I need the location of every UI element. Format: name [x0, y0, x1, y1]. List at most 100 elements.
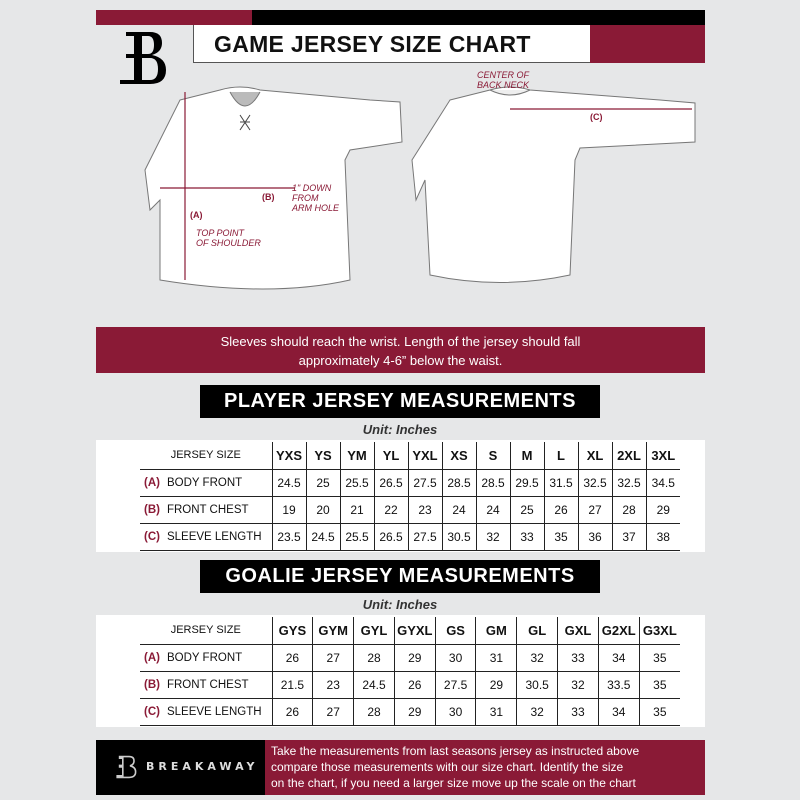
- measurement-cell: 28: [353, 644, 395, 672]
- measurement-cell: 21: [339, 496, 374, 524]
- row-label-text: BODY FRONT: [166, 651, 243, 664]
- player-section-title: PLAYER JERSEY MEASUREMENTS: [200, 385, 600, 418]
- goalie-section-title: GOALIE JERSEY MEASUREMENTS: [200, 560, 600, 593]
- player-size-table: JERSEY SIZE YXS YS YM YL YXL XS S M L XL 2XL 3XL (A) B…: [140, 442, 680, 551]
- table-row: (C) SLEEVE LENGTH 26 27 28 29 30 31 32 33 34 35: [140, 698, 680, 726]
- measurement-cell: 35: [638, 644, 680, 672]
- label-b: (B): [262, 192, 275, 202]
- measurement-cell: 24.5: [271, 469, 306, 497]
- measurement-cell: 33: [557, 698, 599, 726]
- measurement-cell: 30: [434, 698, 476, 726]
- measurement-cell: 32.5: [577, 469, 612, 497]
- measurement-cell: 27.5: [407, 523, 442, 551]
- measurement-cell: 25: [509, 496, 544, 524]
- size-column-header: GYXL: [393, 617, 436, 645]
- measurement-cell: 38: [645, 523, 680, 551]
- measurement-cell: 30: [434, 644, 476, 672]
- measurement-cell: 28: [611, 496, 646, 524]
- measurement-cell: 26: [271, 698, 313, 726]
- size-column-header: G2XL: [597, 617, 640, 645]
- size-column-header: GXL: [557, 617, 599, 645]
- measurement-cell: 24.5: [353, 671, 395, 699]
- size-column-header: YXL: [407, 442, 442, 470]
- measurement-cell: 24: [475, 496, 510, 524]
- row-label-text: FRONT CHEST: [166, 503, 249, 516]
- measurement-cell: 24.5: [305, 523, 340, 551]
- measurement-cell: 35: [543, 523, 578, 551]
- size-header: JERSEY SIZE: [140, 442, 272, 470]
- measurement-cell: 25.5: [339, 523, 374, 551]
- row-label-text: SLEEVE LENGTH: [166, 705, 262, 718]
- top-point-label: TOP POINT OF SHOULDER: [196, 228, 261, 248]
- row-label: (C) SLEEVE LENGTH: [140, 698, 272, 726]
- size-column-header: S: [475, 442, 510, 470]
- measurement-cell: 26: [543, 496, 578, 524]
- measurement-cell: 27.5: [407, 469, 442, 497]
- measurement-cell: 32: [557, 671, 599, 699]
- measurement-cell: 25: [305, 469, 340, 497]
- size-column-header: M: [509, 442, 544, 470]
- measurement-cell: 35: [638, 698, 680, 726]
- size-column-header: XL: [577, 442, 612, 470]
- row-label: (B) FRONT CHEST: [140, 671, 272, 699]
- measurement-cell: 27: [312, 644, 354, 672]
- size-column-header: XS: [441, 442, 476, 470]
- measurement-cell: 23: [312, 671, 354, 699]
- size-column-header: G3XL: [638, 617, 680, 645]
- measurement-cell: 29: [393, 644, 436, 672]
- back-jersey-icon: [411, 86, 696, 283]
- measurement-cell: 33: [509, 523, 544, 551]
- row-label: (A) BODY FRONT: [140, 644, 272, 672]
- measurement-cell: 33: [557, 644, 599, 672]
- instruction-banner: Sleeves should reach the wrist. Length o…: [96, 327, 705, 373]
- row-letter: (A): [144, 651, 160, 664]
- top-bar-black: [252, 10, 705, 25]
- row-letter: (A): [144, 476, 160, 489]
- breakaway-logo-icon: [120, 32, 166, 84]
- measurement-cell: 29: [475, 671, 517, 699]
- row-letter: (B): [144, 678, 160, 691]
- table-row: (B) FRONT CHEST 19 20 21 22 23 24 24 25 26 27 28 29: [140, 496, 680, 524]
- size-column-header: YM: [339, 442, 374, 470]
- size-column-header: YXS: [271, 442, 306, 470]
- size-column-header: YS: [305, 442, 340, 470]
- size-column-header: 3XL: [645, 442, 680, 470]
- title-accent-block: [590, 25, 705, 63]
- label-c: (C): [590, 112, 603, 122]
- measurement-cell: 24: [441, 496, 476, 524]
- size-header: JERSEY SIZE: [140, 617, 272, 645]
- measurement-cell: 28.5: [475, 469, 510, 497]
- measurement-cell: 26.5: [373, 469, 408, 497]
- size-column-header: 2XL: [611, 442, 646, 470]
- one-inch-down-label: 1" DOWN FROM ARM HOLE: [292, 183, 340, 213]
- measurement-cell: 32: [516, 698, 558, 726]
- breakaway-logo-small-icon: [116, 755, 137, 779]
- measurement-cell: 30.5: [441, 523, 476, 551]
- measurement-cell: 27: [312, 698, 354, 726]
- measurement-cell: 30.5: [516, 671, 558, 699]
- size-column-header: GM: [475, 617, 517, 645]
- measurement-cell: 26: [393, 671, 436, 699]
- measurement-cell: 19: [271, 496, 306, 524]
- table-row: (B) FRONT CHEST 21.5 23 24.5 26 27.5 29 30.5 32 33…: [140, 671, 680, 699]
- row-label: (B) FRONT CHEST: [140, 496, 272, 524]
- row-letter: (B): [144, 503, 160, 516]
- label-a: (A): [190, 210, 203, 220]
- measurement-cell: 31.5: [543, 469, 578, 497]
- table-row: (C) SLEEVE LENGTH 23.5 24.5 25.5 26.5 27.5 30.5…: [140, 523, 680, 551]
- jersey-diagram: [144, 86, 696, 290]
- row-label-text: FRONT CHEST: [166, 678, 249, 691]
- footer-brand: BREAKAWAY: [96, 740, 265, 795]
- measurement-cell: 29.5: [509, 469, 544, 497]
- measurement-cell: 32: [516, 644, 558, 672]
- player-unit: Unit: Inches: [362, 422, 438, 437]
- measurement-cell: 26: [271, 644, 313, 672]
- row-label-text: SLEEVE LENGTH: [166, 530, 262, 543]
- footer-instructions: Take the measurements from last seasons …: [265, 740, 705, 795]
- row-label-text: BODY FRONT: [166, 476, 243, 489]
- size-column-header: YL: [373, 442, 408, 470]
- measurement-cell: 23.5: [271, 523, 306, 551]
- measurement-cell: 28.5: [441, 469, 476, 497]
- measurement-cell: 36: [577, 523, 612, 551]
- row-label: (A) BODY FRONT: [140, 469, 272, 497]
